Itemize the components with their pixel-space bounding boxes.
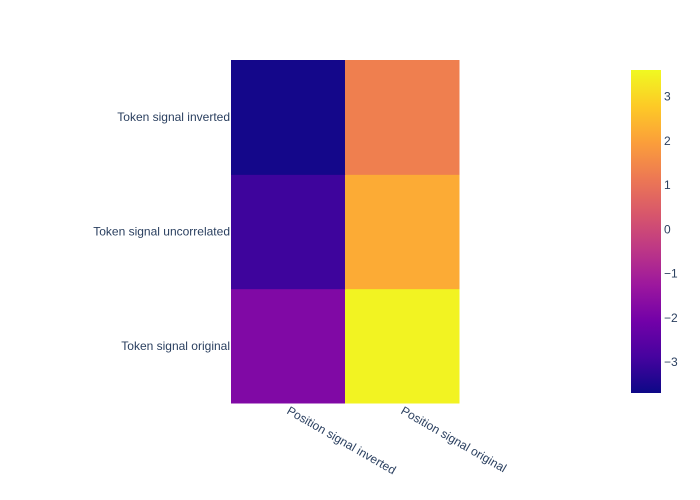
colorbar-gradient [631, 70, 661, 393]
colorbar-tick-label: 2 [664, 134, 671, 148]
colorbar-tick-label: −1 [664, 267, 678, 281]
heatmap-cells [231, 60, 460, 404]
x-tick-label: Position signal original [399, 403, 509, 475]
colorbar-tick-label: 3 [664, 90, 671, 104]
x-tick-label: Position signal inverted [285, 403, 399, 477]
heatmap-cell [231, 60, 346, 175]
colorbar-tick-label: 1 [664, 178, 671, 192]
colorbar-tick-label: −3 [664, 355, 678, 369]
heatmap-cell [231, 288, 346, 404]
heatmap-cell [231, 174, 346, 290]
x-axis-tick-labels: Position signal inverted Position signal … [285, 403, 509, 477]
colorbar-tick-label: −2 [664, 311, 678, 325]
y-tick-label: Token signal inverted [117, 110, 230, 124]
y-tick-label: Token signal uncorrelated [93, 225, 230, 239]
colorbar-tick-label: 0 [664, 222, 671, 236]
y-tick-label: Token signal original [121, 339, 230, 353]
heatmap-cell [345, 288, 460, 404]
heatmap-cell [345, 174, 460, 290]
y-axis-tick-labels: Token signal original Token signal uncorr… [93, 110, 230, 353]
heatmap-cell [345, 60, 460, 175]
colorbar: 3 2 1 0 −1 −2 −3 [631, 70, 678, 393]
